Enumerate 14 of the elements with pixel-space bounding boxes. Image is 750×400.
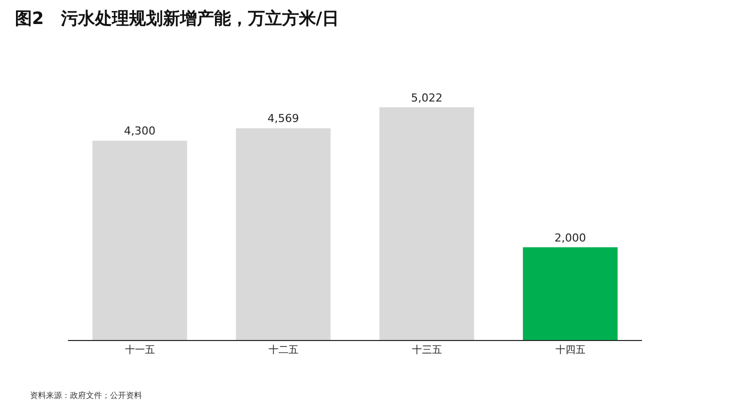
bar [522, 247, 618, 340]
bar [92, 140, 188, 340]
data-label: 4,300 [124, 124, 156, 138]
data-label: 4,569 [268, 112, 300, 126]
x-tick-label: 十一五 [124, 344, 155, 356]
data-label: 2,000 [554, 231, 586, 244]
x-tick-label: 十二五 [268, 344, 298, 356]
data-label: 5,022 [411, 91, 443, 104]
x-tick-label: 十三五 [412, 344, 442, 356]
text: 资料来源：政府文件；公开资料 [30, 391, 142, 400]
bar [379, 107, 474, 340]
chart-title: 图2 污水处理规划新增产能，万立方米/日 [15, 8, 340, 29]
x-tick-label: 十四五 [555, 344, 586, 356]
bar [236, 128, 331, 340]
